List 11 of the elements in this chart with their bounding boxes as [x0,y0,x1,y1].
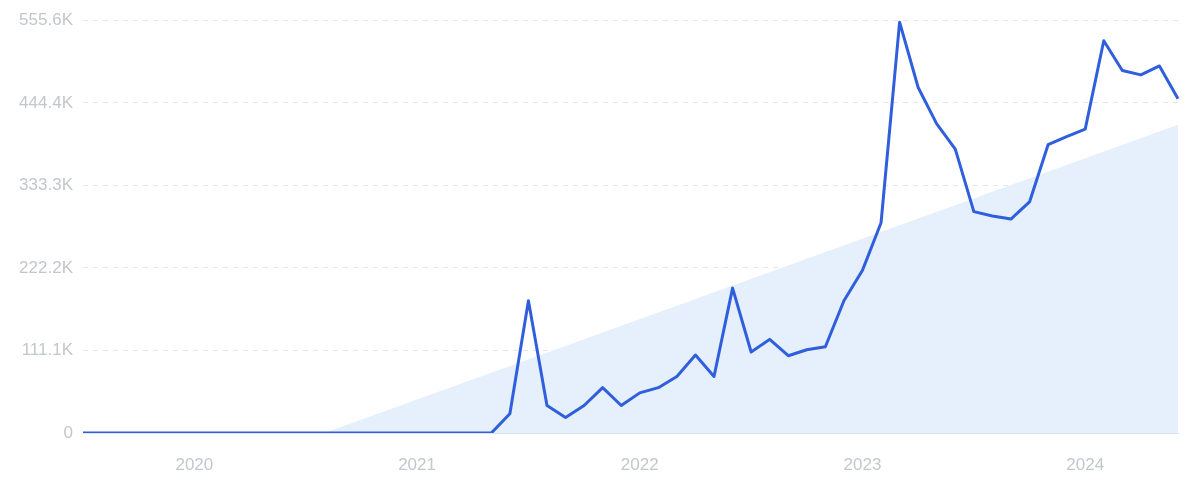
x-tick-label: 2024 [1066,454,1105,474]
x-tick-label: 2020 [175,454,214,474]
y-tick-label: 555.6K [19,9,74,29]
y-tick-label: 444.4K [19,92,74,112]
y-tick-label: 111.1K [21,340,74,360]
x-tick-label: 2023 [843,454,882,474]
y-tick-label: 0 [63,422,73,442]
y-tick-label: 222.2K [19,257,74,277]
y-tick-label: 333.3K [19,175,74,195]
x-tick-label: 2022 [620,454,659,474]
x-tick-label: 2021 [398,454,436,474]
